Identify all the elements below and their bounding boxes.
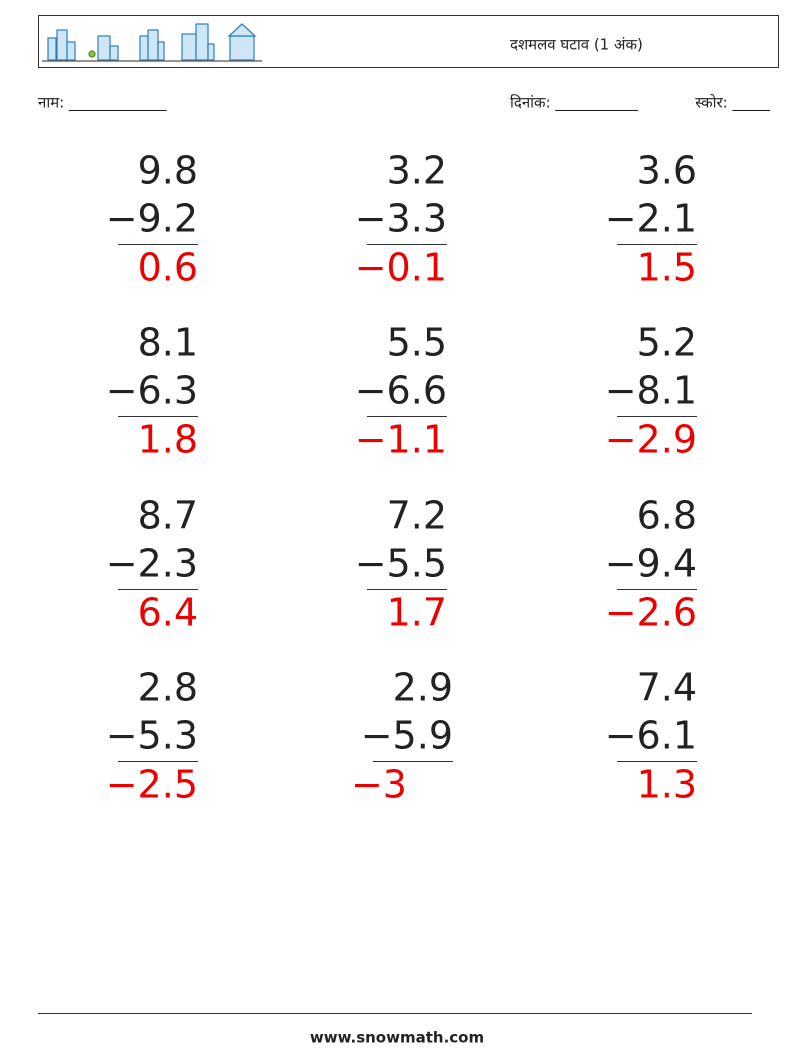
answer: 1.7 — [387, 591, 447, 635]
answer: −3 — [351, 763, 407, 807]
minuend: 2.8 — [138, 666, 198, 710]
subtrahend: −6.1 — [605, 714, 697, 758]
minuend: 3.6 — [637, 149, 697, 193]
minuend: 2.9 — [393, 666, 453, 710]
minuend: 8.1 — [138, 321, 198, 365]
answer: 1.5 — [637, 246, 697, 290]
minuend: 6.8 — [637, 494, 697, 538]
subtrahend: −6.3 — [106, 369, 198, 413]
title: दशमलव घटाव (1 अंक) — [510, 36, 643, 54]
building-icons — [42, 23, 262, 62]
subtrahend: −9.4 — [605, 542, 697, 586]
minuend: 3.2 — [387, 149, 447, 193]
minuend: 5.5 — [387, 321, 447, 365]
footer-url: www.snowmath.com — [310, 1029, 484, 1047]
subtrahend: −5.9 — [361, 714, 453, 758]
header-box — [38, 15, 779, 68]
name-field: नाम: _____________ — [38, 94, 167, 113]
subtrahend: −2.3 — [106, 542, 198, 586]
minuend: 8.7 — [138, 494, 198, 538]
minuend: 7.2 — [387, 494, 447, 538]
subtrahend: −8.1 — [605, 369, 697, 413]
answer: −2.5 — [106, 763, 198, 807]
answer: −0.1 — [355, 246, 447, 290]
answer: −1.1 — [355, 418, 447, 462]
answer: 6.4 — [138, 591, 198, 635]
subtrahend: −5.5 — [355, 542, 447, 586]
answer: −2.9 — [605, 418, 697, 462]
minuend: 7.4 — [637, 666, 697, 710]
answer: 1.8 — [138, 418, 198, 462]
subtrahend: −5.3 — [106, 714, 198, 758]
answer: −2.6 — [605, 591, 697, 635]
minuend: 5.2 — [637, 321, 697, 365]
subtrahend: −2.1 — [605, 197, 697, 241]
answer: 1.3 — [637, 763, 697, 807]
answer: 0.6 — [138, 246, 198, 290]
subtrahend: −9.2 — [106, 197, 198, 241]
date-field: दिनांक: ___________ — [510, 94, 638, 113]
minuend: 9.8 — [138, 149, 198, 193]
subtrahend: −6.6 — [355, 369, 447, 413]
score-field: स्कोर: _____ — [695, 94, 770, 113]
subtrahend: −3.3 — [355, 197, 447, 241]
